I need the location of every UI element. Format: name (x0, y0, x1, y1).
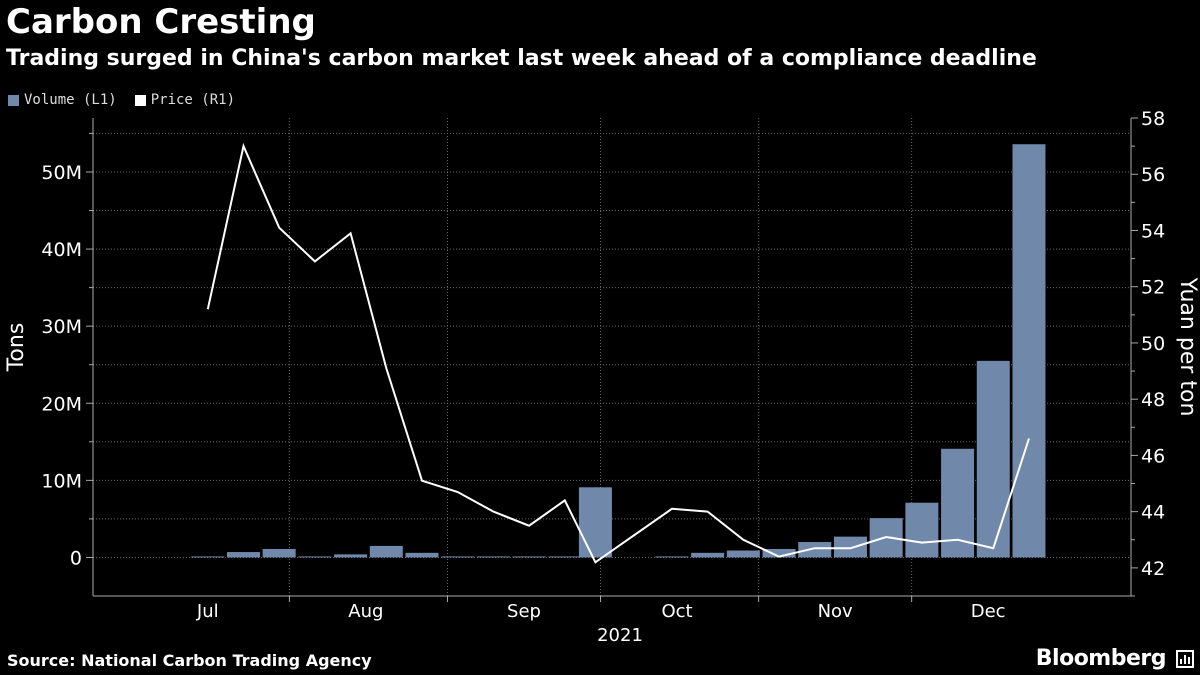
volume-bar (833, 536, 867, 558)
legend-swatch-price (134, 94, 146, 106)
volume-bar (262, 548, 296, 558)
left-tick-label: 50M (41, 162, 82, 184)
bar-layer (191, 144, 1046, 558)
axis-layer: 0 10M 20M 30M 40M 50M Tons 42 44 46 48 50 52 54 56 58 Yu… (4, 108, 1200, 646)
volume-bar (191, 556, 225, 558)
volume-bar (369, 545, 403, 558)
volume-bar (512, 556, 546, 558)
volume-bar (441, 556, 475, 558)
bloomberg-chart-icon (1176, 650, 1194, 668)
x-axis-title: 2021 (597, 625, 643, 646)
legend-swatch-volume (8, 94, 19, 106)
source-note: Source: National Carbon Trading Agency (7, 651, 372, 670)
right-tick-label: 56 (1141, 164, 1165, 186)
x-tick-label: Sep (507, 601, 541, 622)
left-axis-title: Tons (4, 323, 29, 373)
chart-title: Carbon Cresting (6, 2, 316, 42)
volume-bar (1012, 144, 1046, 558)
price-line (206, 142, 1030, 564)
left-tick-label: 30M (41, 316, 82, 338)
right-tick-label: 48 (1141, 389, 1165, 411)
right-tick-label: 52 (1141, 277, 1165, 299)
legend-item-price: Price (R1) (134, 92, 236, 108)
right-axis-title: Yuan per ton (1175, 277, 1200, 417)
legend-item-volume: Volume (L1) (8, 92, 117, 108)
volume-bar (226, 552, 260, 558)
brand-logo: Bloomberg (1035, 646, 1167, 671)
volume-bar (976, 360, 1010, 558)
volume-bar (905, 502, 939, 558)
x-tick-label: Nov (818, 601, 853, 622)
volume-bar (691, 552, 725, 558)
volume-bar (726, 550, 760, 558)
left-tick-label: 0 (70, 547, 82, 569)
x-tick-label: Oct (661, 601, 692, 622)
legend-label-volume: Volume (L1) (24, 92, 117, 108)
line-layer (206, 142, 1030, 564)
volume-bar (655, 556, 689, 558)
volume-bar (798, 542, 832, 558)
right-tick-label: 54 (1141, 220, 1165, 242)
right-tick-label: 50 (1141, 333, 1165, 355)
volume-bar (476, 556, 510, 558)
left-tick-label: 10M (41, 470, 82, 492)
volume-bar (762, 548, 796, 558)
grid-layer (93, 118, 1131, 596)
right-tick-label: 46 (1141, 445, 1165, 467)
x-tick-label: Jul (196, 601, 219, 622)
right-tick-label: 58 (1141, 108, 1165, 130)
volume-bar (405, 552, 439, 558)
volume-bar (548, 556, 582, 558)
left-tick-label: 40M (41, 239, 82, 261)
right-tick-label: 42 (1141, 558, 1165, 580)
chart-subtitle: Trading surged in China's carbon market … (6, 46, 1037, 71)
volume-bar (298, 556, 332, 558)
legend: Volume (L1) Price (R1) (8, 92, 235, 108)
x-tick-label: Dec (971, 601, 1006, 622)
legend-label-price: Price (R1) (150, 92, 236, 108)
x-tick-label: Aug (348, 601, 383, 622)
right-tick-label: 44 (1141, 502, 1165, 524)
volume-bar (334, 554, 368, 558)
left-tick-label: 20M (41, 393, 82, 415)
volume-bar (578, 487, 612, 558)
